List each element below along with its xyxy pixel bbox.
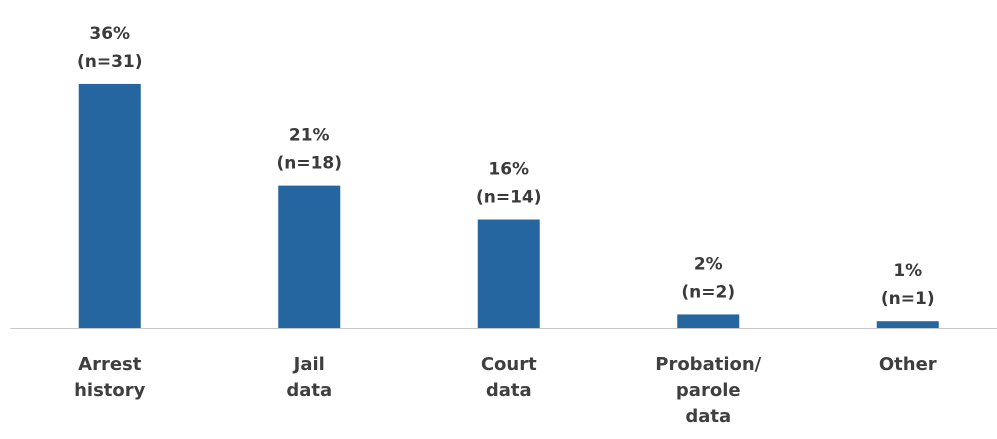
count-label: (n=1) bbox=[881, 289, 935, 309]
count-label: (n=2) bbox=[681, 282, 735, 302]
value-label: 36% bbox=[89, 24, 130, 44]
x-tick-label: Arrest history bbox=[74, 354, 146, 401]
bar bbox=[677, 314, 740, 328]
bar bbox=[278, 185, 341, 328]
value-label: 2% bbox=[694, 254, 723, 274]
count-label: (n=18) bbox=[276, 154, 342, 174]
bar bbox=[876, 321, 939, 328]
value-label: 16% bbox=[488, 160, 529, 180]
x-tick-label: Jail data bbox=[286, 354, 333, 401]
value-label: 1% bbox=[893, 261, 922, 281]
value-label: 21% bbox=[289, 126, 330, 146]
bar bbox=[78, 83, 141, 328]
count-label: (n=14) bbox=[476, 188, 542, 208]
x-tick-label: Court data bbox=[480, 354, 537, 401]
count-label: (n=31) bbox=[77, 52, 143, 72]
x-tick-label: Probation/ parole data bbox=[655, 354, 762, 427]
x-tick-label: Other bbox=[878, 354, 937, 375]
bar bbox=[477, 219, 540, 328]
